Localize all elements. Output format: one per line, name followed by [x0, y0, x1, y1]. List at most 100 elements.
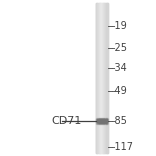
Bar: [104, 122, 105, 123]
Bar: [104, 3, 105, 153]
Bar: [101, 118, 102, 119]
Bar: [103, 3, 104, 153]
Text: CD71-: CD71-: [51, 116, 86, 126]
Bar: [96, 118, 97, 119]
Bar: [107, 120, 108, 121]
Bar: [107, 122, 108, 123]
Bar: [107, 118, 108, 119]
Bar: [100, 3, 101, 153]
Bar: [98, 3, 99, 153]
Bar: [98, 122, 99, 123]
Bar: [100, 121, 101, 122]
Bar: [103, 3, 104, 153]
Bar: [107, 119, 108, 120]
Bar: [106, 121, 107, 122]
Bar: [103, 121, 104, 122]
Bar: [105, 3, 106, 153]
Bar: [106, 122, 107, 123]
Bar: [107, 121, 108, 122]
Bar: [96, 123, 97, 124]
Bar: [103, 121, 104, 122]
Bar: [105, 119, 106, 120]
Text: -25: -25: [112, 43, 128, 53]
Bar: [97, 121, 98, 122]
Bar: [101, 123, 102, 124]
Bar: [103, 119, 104, 120]
Bar: [96, 3, 97, 153]
Bar: [96, 121, 97, 122]
Bar: [106, 122, 107, 123]
Bar: [106, 118, 107, 119]
Bar: [102, 3, 103, 153]
Text: -19: -19: [112, 21, 127, 31]
Text: -117: -117: [112, 142, 134, 152]
Bar: [103, 122, 104, 123]
Bar: [99, 118, 100, 119]
Bar: [101, 122, 102, 123]
Bar: [99, 121, 100, 122]
Bar: [101, 118, 102, 119]
Bar: [105, 3, 106, 153]
Bar: [106, 120, 107, 121]
Bar: [97, 3, 98, 153]
Bar: [106, 123, 107, 124]
Bar: [106, 121, 107, 122]
Bar: [99, 120, 100, 121]
Bar: [101, 121, 102, 122]
Bar: [97, 119, 98, 120]
Bar: [102, 121, 103, 122]
Bar: [103, 121, 104, 122]
Bar: [101, 121, 102, 122]
Bar: [96, 121, 97, 122]
Bar: [98, 121, 99, 122]
Bar: [106, 123, 107, 124]
Bar: [99, 121, 100, 122]
Bar: [97, 121, 98, 122]
Bar: [104, 120, 105, 121]
Bar: [105, 122, 106, 123]
Bar: [104, 118, 105, 119]
Bar: [102, 119, 103, 120]
Bar: [104, 121, 105, 122]
Bar: [103, 119, 104, 120]
Bar: [96, 119, 97, 120]
Bar: [100, 118, 101, 119]
Bar: [100, 120, 101, 121]
Bar: [98, 121, 99, 122]
Bar: [105, 118, 106, 119]
Bar: [104, 123, 105, 124]
Bar: [106, 120, 107, 121]
Bar: [102, 3, 103, 153]
Bar: [101, 120, 102, 121]
Bar: [103, 123, 104, 124]
Bar: [97, 120, 98, 121]
Bar: [98, 118, 99, 119]
Bar: [101, 122, 102, 123]
Bar: [107, 121, 108, 122]
Bar: [101, 120, 102, 121]
Bar: [99, 123, 100, 124]
Bar: [101, 119, 102, 120]
Bar: [105, 121, 106, 122]
Bar: [105, 121, 106, 122]
Bar: [104, 121, 105, 122]
Bar: [101, 121, 102, 122]
Bar: [103, 122, 104, 123]
Bar: [102, 123, 103, 124]
Bar: [102, 121, 103, 122]
Bar: [105, 123, 106, 124]
Bar: [102, 118, 103, 119]
Bar: [103, 120, 104, 121]
Bar: [100, 121, 101, 122]
Bar: [100, 122, 101, 123]
Bar: [96, 120, 97, 121]
Bar: [104, 119, 105, 120]
Bar: [101, 119, 102, 120]
Bar: [103, 118, 104, 119]
Bar: [103, 120, 104, 121]
Bar: [103, 118, 104, 119]
Bar: [105, 120, 106, 121]
Bar: [97, 123, 98, 124]
Text: -85: -85: [112, 116, 127, 126]
Bar: [98, 123, 99, 124]
